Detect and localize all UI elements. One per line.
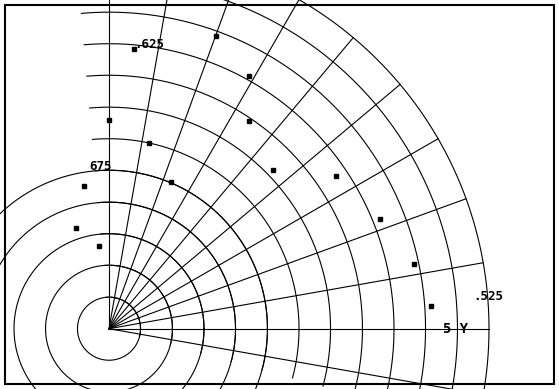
Text: 675: 675 xyxy=(89,160,112,173)
Text: .625: .625 xyxy=(134,38,164,51)
Text: .525: .525 xyxy=(473,290,503,303)
Text: 5 Y: 5 Y xyxy=(443,322,468,336)
